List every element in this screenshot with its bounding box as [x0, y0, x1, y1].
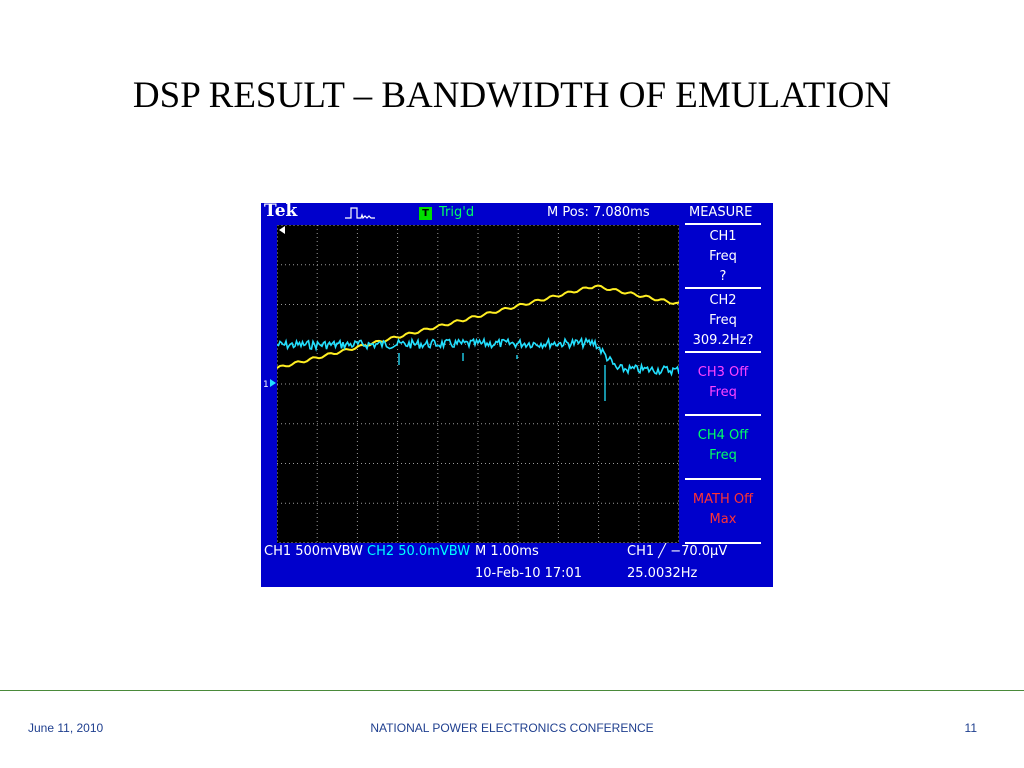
trigger-badge: T [419, 207, 432, 220]
measure-menu-title: MEASURE [689, 205, 753, 220]
panel-line-1: CH2 [709, 293, 737, 308]
scope-display [277, 225, 679, 543]
timebase-readout: M 1.00ms [475, 544, 539, 559]
panel-divider [685, 287, 761, 289]
panel-divider [685, 223, 761, 225]
trigger-status: Trig'd [439, 205, 475, 220]
panel-line-1: CH4 Off [697, 428, 749, 443]
footer-page-number: 11 [964, 721, 977, 735]
footer-conference: NATIONAL POWER ELECTRONICS CONFERENCE [370, 721, 654, 735]
panel-line-2: Freq [709, 313, 737, 328]
measure-panel-ch1[interactable]: CH1 Freq ? [685, 227, 761, 287]
panel-line-1: CH1 [709, 229, 737, 244]
slide-title: DSP RESULT – BANDWIDTH OF EMULATION [132, 75, 892, 116]
panel-divider [685, 478, 761, 480]
grid-border [277, 225, 679, 543]
m-pos-readout: M Pos: 7.080ms [547, 205, 650, 220]
panel-line-2: Freq [709, 448, 737, 463]
svg-text:1: 1 [263, 380, 269, 389]
panel-divider [685, 351, 761, 353]
panel-line-3: 309.2Hz? [692, 333, 754, 348]
ch1-trace [277, 284, 679, 369]
trigger-level-readout: CH1 ╱ −70.0μV [627, 544, 728, 559]
measure-panel-ch4[interactable]: CH4 Off Freq [685, 426, 761, 466]
trigger-position-marker-icon [279, 226, 285, 234]
capture-datetime: 10-Feb-10 17:01 [475, 566, 583, 581]
acquisition-pulse-icon [345, 207, 375, 220]
oscilloscope-screenshot: Tek T Trig'd M Pos: 7.080ms MEASURE 1 CH… [261, 203, 773, 587]
scope-brand-logo: Tek [264, 203, 298, 221]
ch2-scale-readout: CH2 50.0mVBW [367, 544, 471, 559]
scope-graticule [277, 225, 679, 543]
panel-divider [685, 542, 761, 544]
footer-date: June 11, 2010 [28, 721, 104, 735]
panel-line-1: MATH Off [692, 492, 754, 507]
ch1-scale-readout: CH1 500mVBW [264, 544, 363, 559]
ch1-ground-marker-icon: 1 [263, 379, 276, 389]
measure-panel-ch2[interactable]: CH2 Freq 309.2Hz? [685, 291, 761, 351]
measure-panel-math[interactable]: MATH Off Max [685, 490, 761, 530]
panel-line-2: Freq [709, 249, 737, 264]
panel-line-2: Freq [709, 385, 737, 400]
panel-divider [685, 414, 761, 416]
ch2-trace [277, 336, 679, 377]
measure-panel-ch3[interactable]: CH3 Off Freq [685, 363, 761, 403]
panel-line-2: Max [709, 512, 737, 527]
footer-divider [0, 690, 1024, 691]
panel-line-1: CH3 Off [697, 365, 749, 380]
trigger-frequency-readout: 25.0032Hz [627, 566, 698, 581]
panel-line-3: ? [719, 269, 727, 284]
